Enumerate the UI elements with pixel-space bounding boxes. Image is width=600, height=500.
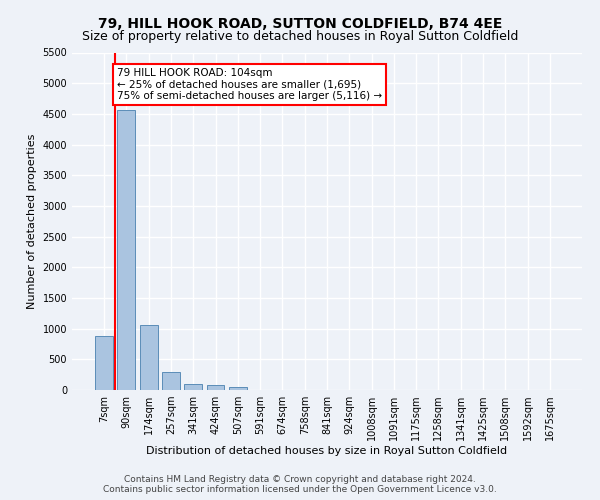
Text: 79 HILL HOOK ROAD: 104sqm
← 25% of detached houses are smaller (1,695)
75% of se: 79 HILL HOOK ROAD: 104sqm ← 25% of detac… <box>117 68 382 101</box>
Bar <box>206 386 224 390</box>
Text: Contains HM Land Registry data © Crown copyright and database right 2024.
Contai: Contains HM Land Registry data © Crown c… <box>103 474 497 494</box>
Bar <box>162 372 180 390</box>
Text: Size of property relative to detached houses in Royal Sutton Coldfield: Size of property relative to detached ho… <box>82 30 518 43</box>
Text: 79, HILL HOOK ROAD, SUTTON COLDFIELD, B74 4EE: 79, HILL HOOK ROAD, SUTTON COLDFIELD, B7… <box>98 18 502 32</box>
Bar <box>118 110 136 390</box>
Bar <box>140 325 158 390</box>
Bar <box>95 336 113 390</box>
X-axis label: Distribution of detached houses by size in Royal Sutton Coldfield: Distribution of detached houses by size … <box>146 446 508 456</box>
Bar <box>229 387 247 390</box>
Y-axis label: Number of detached properties: Number of detached properties <box>27 134 37 309</box>
Bar <box>184 384 202 390</box>
